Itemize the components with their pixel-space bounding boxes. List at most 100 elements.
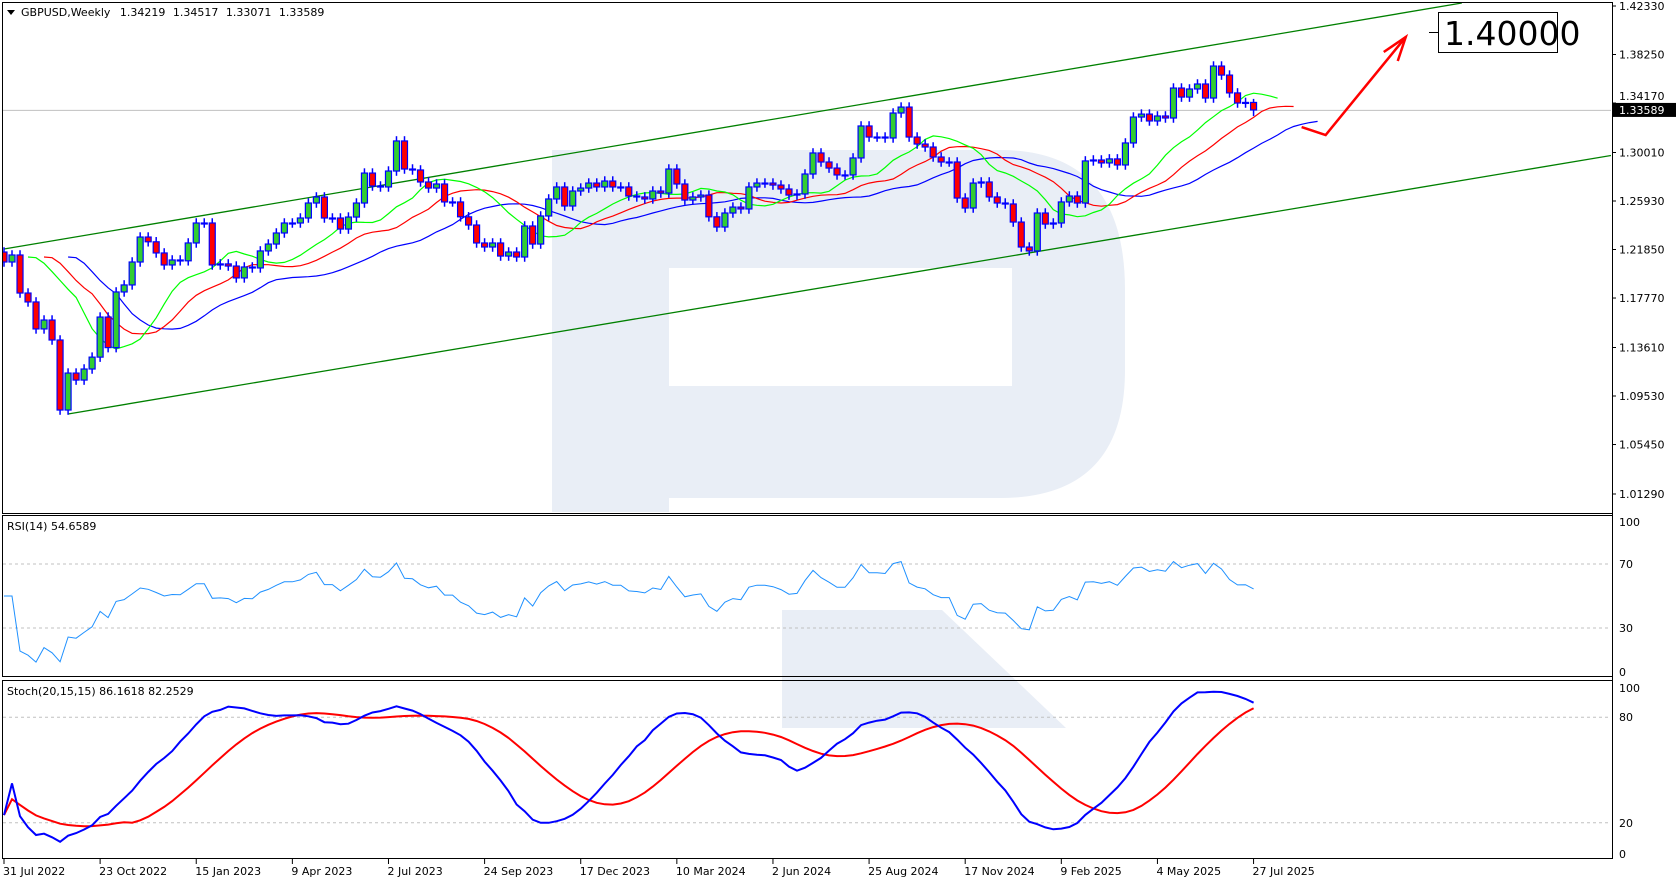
candle — [1049, 218, 1057, 229]
candle — [1081, 156, 1089, 208]
bull-candle-body — [272, 232, 280, 245]
channel-lower-line — [67, 154, 1611, 415]
candle — [104, 312, 112, 353]
bull-candle-body — [857, 125, 865, 159]
price-axis-label: 1.34170 — [1619, 90, 1665, 103]
bear-candle-body — [705, 194, 713, 218]
bull-candle-body — [1065, 195, 1073, 203]
bull-candle-body — [849, 157, 857, 176]
bear-candle-body — [176, 259, 184, 262]
candle — [184, 238, 192, 266]
bull-candle-body — [136, 236, 144, 263]
candle — [545, 194, 553, 221]
bear-candle-body — [440, 183, 449, 203]
candle — [1241, 97, 1250, 108]
candle — [128, 257, 136, 290]
candle — [529, 221, 537, 249]
bear-candle-body — [1249, 101, 1258, 111]
candle — [641, 192, 649, 204]
price-axis-label: 1.17770 — [1619, 292, 1665, 305]
bear-candle-body — [336, 217, 345, 230]
candle — [208, 218, 216, 270]
bear-candle-body — [561, 186, 569, 207]
candle — [224, 259, 232, 271]
time-axis-label: 23 Oct 2022 — [99, 865, 167, 878]
candle — [801, 169, 809, 199]
candle — [977, 177, 985, 188]
bull-candle-body — [1105, 158, 1113, 164]
bear-candle-body — [152, 241, 160, 254]
bull-candle-body — [328, 217, 337, 220]
candle — [376, 181, 385, 192]
bear-candle-body — [464, 216, 473, 226]
candle — [929, 142, 937, 162]
candle — [64, 368, 72, 415]
watermark-bowl — [669, 150, 1125, 498]
candle — [537, 211, 545, 249]
bear-candle-body — [1001, 202, 1009, 205]
bull-candle-body — [889, 112, 897, 139]
bear-candle-body — [633, 195, 641, 198]
bear-candle-body — [224, 263, 232, 267]
bull-candle-body — [505, 251, 513, 257]
ohlc-open: 1.34219 — [120, 6, 166, 19]
bull-candle-body — [873, 136, 881, 139]
stoch-signal-line — [3, 707, 1255, 828]
candle — [921, 139, 929, 152]
candle — [1009, 199, 1017, 227]
collapse-triangle-icon[interactable] — [7, 10, 15, 15]
bear-candle-body — [408, 168, 417, 171]
current-price-badge — [1613, 102, 1676, 117]
bull-candle-body — [1089, 159, 1097, 162]
price-axis-label: 1.38250 — [1619, 49, 1665, 62]
bear-candle-body — [456, 201, 465, 218]
bear-candle-body — [248, 266, 256, 269]
bull-candle-body — [745, 186, 753, 210]
candle — [80, 364, 88, 385]
bull-candle-body — [809, 152, 817, 175]
time-axis-label: 15 Jan 2023 — [195, 865, 261, 878]
candle — [553, 182, 561, 204]
bear-candle-body — [881, 136, 889, 139]
candle — [673, 164, 681, 189]
bull-candle-body — [841, 174, 849, 177]
candle — [1089, 155, 1097, 166]
bull-candle-body — [1057, 201, 1065, 224]
candle — [873, 132, 881, 142]
candle — [1225, 70, 1234, 98]
candle — [505, 247, 513, 261]
candle — [1113, 154, 1121, 170]
bull-candle-body — [1081, 160, 1089, 204]
time-axis-label: 4 May 2025 — [1156, 865, 1221, 878]
candle — [489, 238, 497, 252]
candle — [384, 166, 393, 192]
time-axis-label: 17 Nov 2024 — [964, 865, 1034, 878]
bear-candle-body — [1161, 115, 1170, 119]
candle — [753, 178, 761, 192]
bull-candle-body — [945, 161, 953, 164]
bear-candle-body — [625, 186, 633, 197]
bull-candle-body — [384, 170, 393, 188]
candle — [200, 218, 208, 228]
bull-candle-body — [128, 261, 136, 286]
bull-candle-body — [64, 372, 72, 411]
time-axis-label: 25 Aug 2024 — [868, 865, 938, 878]
stoch-axis-label: 0 — [1619, 848, 1626, 861]
bear-candle-body — [937, 156, 945, 163]
candle — [889, 108, 897, 143]
bull-candle-body — [8, 254, 16, 263]
candle — [569, 186, 577, 211]
candle — [1185, 84, 1194, 102]
bear-candle-body — [424, 181, 433, 189]
price-axis-label: 1.09530 — [1619, 390, 1665, 403]
candle — [769, 178, 777, 190]
bull-candle-body — [288, 222, 296, 225]
candle — [905, 102, 913, 142]
candle — [280, 218, 288, 238]
bear-candle-body — [769, 182, 777, 186]
candle — [713, 212, 721, 232]
bear-candle-body — [400, 140, 409, 170]
candle — [432, 179, 441, 193]
candle — [328, 213, 337, 223]
